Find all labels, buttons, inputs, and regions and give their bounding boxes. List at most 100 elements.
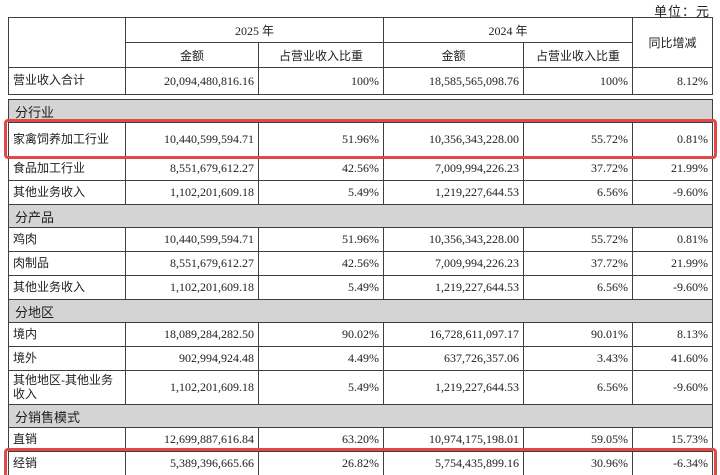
amount-2025: 12,699,887,616.84 [125, 427, 259, 452]
ratio-2024: 37.72% [523, 156, 634, 181]
ratio-2024: 37.72% [523, 251, 634, 276]
row-label: 肉制品 [8, 251, 126, 276]
row-label: 其他业务收入 [8, 180, 126, 205]
row-gap [8, 94, 713, 100]
ratio-2025: 100% [257, 67, 385, 95]
header-row-years: 2025 年 2024 年 同比增减 [8, 17, 714, 68]
yoy-value: -9.60% [632, 275, 714, 300]
table-body: 营业收入合计 20,094,480,816.16 100% 18,585,565,09… [7, 67, 714, 475]
yoy-value: 0.81% [632, 227, 714, 252]
table-header: 2025 年 2024 年 同比增减 金额 占营业收入比重 金额 占营业收入比重 [8, 17, 714, 68]
row-label: 境内 [8, 322, 126, 347]
row-label: 其他业务收入 [8, 275, 126, 300]
section-row: 分地区 [7, 299, 714, 323]
yoy-value: 8.13% [632, 322, 714, 347]
amount-2025: 8,551,679,612.27 [125, 156, 259, 181]
header-empty-cell [8, 17, 126, 68]
amount-2024: 10,356,343,228.00 [383, 122, 525, 157]
amount-2025: 902,994,924.48 [125, 346, 259, 371]
amount-2025: 10,440,599,594.71 [125, 122, 259, 157]
amount-2024: 10,356,343,228.00 [383, 227, 525, 252]
header-year-2024: 2024 年 [383, 17, 634, 43]
row-label: 鸡肉 [8, 227, 126, 252]
amount-2025: 20,094,480,816.16 [125, 67, 259, 95]
amount-2024: 5,754,435,899.16 [383, 451, 525, 475]
ratio-2025: 5.49% [257, 370, 385, 405]
unit-label: 单位：元 [653, 4, 710, 19]
ratio-2025: 51.96% [257, 122, 385, 157]
table-row: 境外 902,994,924.48 4.49% 637,726,357.06 3.43%… [8, 346, 714, 371]
row-label: 境外 [8, 346, 126, 371]
table-row: 食品加工行业 8,551,679,612.27 42.56% 7,009,994,22… [8, 156, 714, 181]
amount-2025: 1,102,201,609.18 [125, 370, 259, 405]
ratio-2025: 4.49% [257, 346, 385, 371]
header-yoy: 同比增减 [632, 17, 714, 68]
ratio-2024: 90.01% [523, 322, 634, 347]
amount-2024: 1,219,227,644.53 [383, 275, 525, 300]
ratio-2025: 26.82% [257, 451, 385, 475]
table-row: 直销 12,699,887,616.84 63.20% 10,974,175,198.… [8, 427, 714, 452]
ratio-2025: 5.49% [257, 180, 385, 205]
section-row: 分行业 [7, 99, 714, 123]
amount-2024: 637,726,357.06 [383, 346, 525, 371]
yoy-value: 21.99% [632, 251, 714, 276]
yoy-value: -6.34% [632, 451, 714, 475]
yoy-value: 21.99% [632, 156, 714, 181]
amount-2025: 1,102,201,609.18 [125, 180, 259, 205]
row-label: 其他地区-其他业务收入 [8, 370, 126, 405]
header-ratio-2025: 占营业收入比重 [257, 42, 385, 68]
header-row-measures: 金额 占营业收入比重 金额 占营业收入比重 [9, 42, 713, 68]
header-amount-2024: 金额 [383, 42, 525, 68]
ratio-2024: 6.56% [523, 180, 634, 205]
table-row: 其他业务收入 1,102,201,609.18 5.49% 1,219,227,644… [8, 275, 714, 300]
ratio-2024: 100% [523, 67, 634, 95]
section-row: 分产品 [7, 204, 714, 228]
revenue-table: 2025 年 2024 年 同比增减 金额 占营业收入比重 金额 占营业收入比重… [7, 17, 714, 475]
table-row: 鸡肉 10,440,599,594.71 51.96% 10,356,343,228.… [8, 227, 714, 252]
amount-2025: 8,551,679,612.27 [125, 251, 259, 276]
yoy-value: 41.60% [632, 346, 714, 371]
yoy-value: 8.12% [632, 67, 714, 95]
ratio-2025: 5.49% [257, 275, 385, 300]
ratio-2024: 55.72% [523, 122, 634, 157]
section-title: 分地区 [7, 299, 714, 323]
row-label: 经销 [8, 451, 126, 475]
amount-2025: 10,440,599,594.71 [125, 227, 259, 252]
table-row: 其他业务收入 1,102,201,609.18 5.49% 1,219,227,644… [8, 180, 714, 205]
row-label: 营业收入合计 [8, 67, 126, 95]
section-title: 分行业 [7, 99, 714, 123]
amount-2024: 16,728,611,097.17 [383, 322, 525, 347]
header-year-2025: 2025 年 [124, 17, 385, 43]
table-row: 家禽饲养加工行业 10,440,599,594.71 51.96% 10,356,34… [8, 122, 714, 157]
section-row: 分销售模式 [7, 404, 714, 428]
ratio-2024: 6.56% [523, 275, 634, 300]
row-label: 直销 [8, 427, 126, 452]
amount-2024: 18,585,565,098.76 [383, 67, 525, 95]
amount-2024: 10,974,175,198.01 [383, 427, 525, 452]
yoy-value: -9.60% [632, 370, 714, 405]
row-label: 家禽饲养加工行业 [8, 122, 126, 157]
ratio-2025: 42.56% [257, 251, 385, 276]
section-title: 分销售模式 [7, 404, 714, 428]
section-title: 分产品 [7, 204, 714, 228]
ratio-2025: 42.56% [257, 156, 385, 181]
amount-2024: 7,009,994,226.23 [383, 251, 525, 276]
ratio-2025: 63.20% [257, 427, 385, 452]
ratio-2024: 30.96% [523, 451, 634, 475]
table-row: 境内 18,089,284,282.50 90.02% 16,728,611,097.… [8, 322, 714, 347]
ratio-2024: 55.72% [523, 227, 634, 252]
ratio-2025: 51.96% [257, 227, 385, 252]
table-row: 其他地区-其他业务收入 1,102,201,609.18 5.49% 1,219,22… [8, 370, 714, 405]
amount-2025: 18,089,284,282.50 [125, 322, 259, 347]
row-gap-cell [8, 94, 713, 100]
header-ratio-2024: 占营业收入比重 [523, 42, 634, 68]
ratio-2024: 59.05% [523, 427, 634, 452]
amount-2025: 1,102,201,609.18 [125, 275, 259, 300]
table-row: 肉制品 8,551,679,612.27 42.56% 7,009,994,226.2… [8, 251, 714, 276]
ratio-2025: 90.02% [257, 322, 385, 347]
amount-2024: 1,219,227,644.53 [383, 180, 525, 205]
ratio-2024: 3.43% [523, 346, 634, 371]
amount-2025: 5,389,396,665.66 [125, 451, 259, 475]
amount-2024: 1,219,227,644.53 [383, 370, 525, 405]
